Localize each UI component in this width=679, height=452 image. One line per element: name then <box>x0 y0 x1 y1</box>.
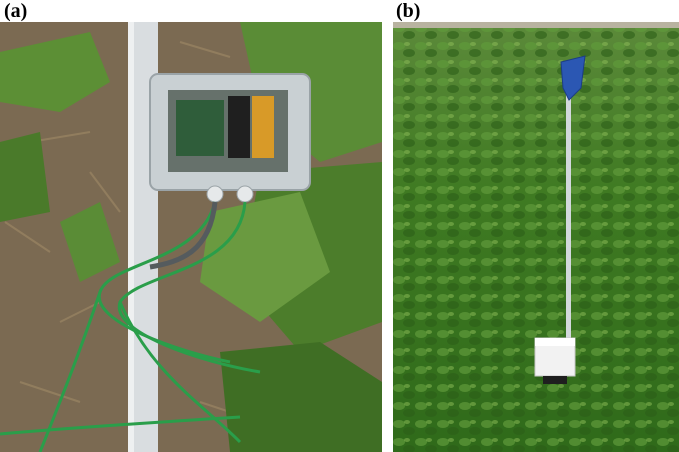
battery-2 <box>252 96 274 158</box>
horizon <box>393 22 679 28</box>
panel-label-a: (a) <box>4 0 28 22</box>
grey-cable <box>149 201 218 270</box>
photo-cotton-sensor-node <box>0 22 382 452</box>
photo-a-illustration <box>0 22 382 452</box>
photo-peanut-field-sensor <box>393 22 679 452</box>
sensor-cables <box>0 201 261 452</box>
photo-b-illustration <box>393 22 679 452</box>
sensor-pole <box>566 92 571 338</box>
sensor-box <box>534 337 576 384</box>
circuit-board <box>176 100 224 156</box>
blue-flag <box>560 55 586 101</box>
sensor-enclosure <box>149 73 311 203</box>
cotton-leaves <box>0 22 382 452</box>
battery-1 <box>228 96 250 158</box>
panel-label-b: (b) <box>396 0 421 22</box>
